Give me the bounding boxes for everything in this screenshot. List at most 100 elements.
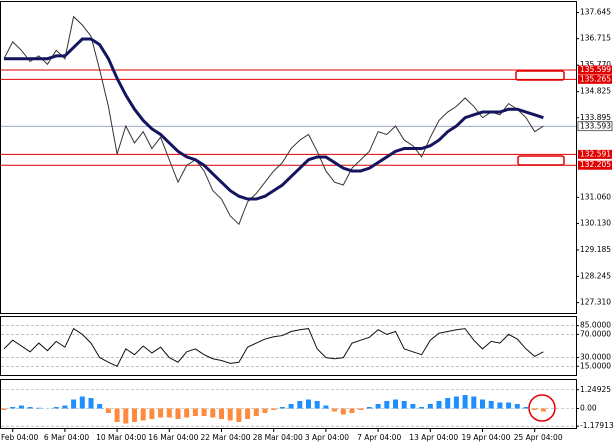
histogram-bar — [79, 396, 85, 409]
histogram-bar — [140, 408, 146, 421]
histogram-bar — [419, 407, 425, 409]
histogram-bar — [1, 408, 7, 410]
y-tick-label: 85.0000 — [580, 321, 611, 330]
x-tick-label: 22 Mar 04:00 — [201, 433, 251, 442]
price-panel — [0, 1, 577, 314]
annotation-box — [517, 155, 565, 166]
histogram-bar — [201, 408, 207, 416]
y-tick-label: 70.0000 — [580, 329, 611, 338]
histogram-bar — [358, 408, 364, 410]
y-tick-label: 0.00 — [580, 404, 597, 413]
histogram-bar — [210, 408, 216, 418]
histogram-bar — [132, 408, 137, 422]
histogram-bar — [506, 402, 512, 409]
histogram-bar — [279, 407, 285, 409]
histogram-bar — [349, 408, 355, 413]
histogram-bar — [488, 401, 494, 409]
histogram-bar — [445, 398, 451, 409]
histogram-bar — [97, 404, 103, 409]
histogram-bar — [497, 402, 503, 409]
y-tick-label: 134.825 — [580, 87, 611, 96]
oscillator-panel — [0, 316, 577, 376]
histogram-bar — [262, 408, 268, 413]
histogram-bar — [401, 401, 407, 409]
x-tick-label: Feb 04:00 — [1, 433, 39, 442]
histogram-bar — [271, 408, 277, 410]
histogram-bar — [340, 408, 346, 415]
x-tick-label: 10 Mar 04:00 — [96, 433, 146, 442]
y-tick-label: 15.0000 — [580, 361, 611, 370]
histogram-bar — [53, 407, 59, 409]
x-tick-label: 28 Mar 04:00 — [253, 433, 303, 442]
histogram-bar — [436, 401, 442, 409]
histogram-bar — [10, 407, 16, 409]
level-label: 132.205 — [580, 160, 611, 169]
histogram-bar — [523, 407, 529, 409]
y-tick-label: 127.310 — [580, 298, 611, 307]
histogram-bar — [62, 405, 68, 409]
histogram-bar — [366, 407, 372, 409]
histogram-bar — [375, 404, 381, 409]
annotation-circle — [528, 394, 556, 422]
level-label: 132.591 — [580, 149, 611, 158]
y-tick-label: 133.895 — [580, 113, 611, 122]
histogram-bar — [123, 408, 129, 424]
histogram-bar — [184, 408, 190, 418]
y-tick-label: 30.0000 — [580, 353, 611, 362]
histogram-bar — [36, 407, 42, 409]
level-label-box — [578, 65, 612, 75]
histogram-bar — [149, 408, 155, 419]
histogram-bar — [462, 395, 468, 409]
histogram-bar — [532, 408, 538, 410]
y-tick-label: 128.245 — [580, 271, 611, 280]
y-tick-label: 129.185 — [580, 245, 611, 254]
histogram-bar — [453, 396, 459, 409]
y-tick-label: 135.770 — [580, 60, 611, 69]
x-tick-label: 13 Apr 04:00 — [409, 433, 458, 442]
series-line — [4, 37, 544, 201]
y-tick-label: 130.130 — [580, 218, 611, 227]
x-tick-label: 25 Apr 04:00 — [514, 433, 563, 442]
current-price-box — [577, 121, 613, 132]
histogram-bar — [410, 404, 416, 409]
histogram-bar — [219, 408, 224, 419]
histogram-bar — [314, 401, 320, 409]
histogram-bar — [166, 408, 172, 418]
series-line — [3, 327, 544, 367]
histogram-bar — [71, 399, 77, 409]
histogram-bar — [18, 405, 24, 409]
level-label: 135.599 — [580, 65, 611, 74]
histogram-bar — [192, 408, 198, 416]
level-label: 135.265 — [580, 74, 611, 83]
histogram-bar — [306, 399, 311, 409]
histogram-bar — [245, 408, 251, 419]
level-label-box — [578, 149, 612, 159]
histogram-bar — [88, 398, 94, 409]
histogram-bar — [393, 399, 398, 409]
level-label-box — [578, 74, 612, 84]
histogram-bar — [514, 404, 520, 409]
macd-panel — [0, 379, 577, 429]
histogram-bar — [332, 408, 338, 412]
histogram-bar — [236, 408, 242, 422]
histogram-bar — [227, 408, 233, 421]
y-tick-label: 137.645 — [580, 8, 611, 17]
histogram-bar — [427, 404, 433, 409]
histogram-bar — [540, 408, 546, 412]
y-tick-label: 1.24925 — [580, 385, 611, 394]
x-tick-label: 3 Apr 04:00 — [305, 433, 349, 442]
level-label-box — [578, 160, 612, 170]
histogram-bar — [384, 401, 390, 409]
current-price-label: 133.593 — [580, 121, 611, 130]
histogram-bar — [253, 408, 259, 416]
y-tick-label: -1.17913 — [580, 421, 614, 430]
histogram-bar — [158, 408, 164, 418]
x-tick-label: 19 Apr 04:00 — [462, 433, 511, 442]
histogram-bar — [105, 408, 111, 413]
annotation-box — [515, 70, 565, 81]
histogram-bar — [323, 405, 329, 409]
histogram-bar — [297, 401, 303, 409]
histogram-bar — [114, 408, 120, 422]
